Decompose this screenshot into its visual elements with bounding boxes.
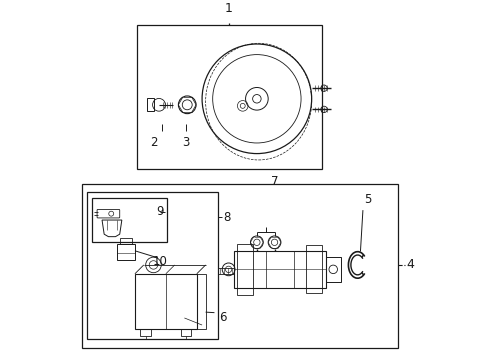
Bar [181,329,191,336]
Text: 7: 7 [270,175,278,188]
Text: 1: 1 [224,2,232,15]
Bar [196,274,205,329]
Bar [120,238,132,244]
Bar [81,184,397,348]
Text: 3: 3 [182,136,189,149]
Bar [92,198,166,242]
Text: 4: 4 [406,258,414,271]
Bar [233,251,325,288]
Text: 8: 8 [223,211,230,224]
Bar [306,246,322,293]
Bar [137,24,322,170]
Bar [87,193,218,339]
Bar [218,268,233,274]
Text: 9: 9 [156,206,163,219]
Text: 2: 2 [150,136,158,149]
Text: 6: 6 [219,311,226,324]
Bar [146,98,153,111]
Bar [237,244,253,295]
Bar [117,244,135,260]
Text: 10: 10 [152,255,167,268]
Text: 5: 5 [364,193,371,206]
Bar [140,329,150,336]
Bar [325,257,340,282]
Bar [135,274,196,329]
